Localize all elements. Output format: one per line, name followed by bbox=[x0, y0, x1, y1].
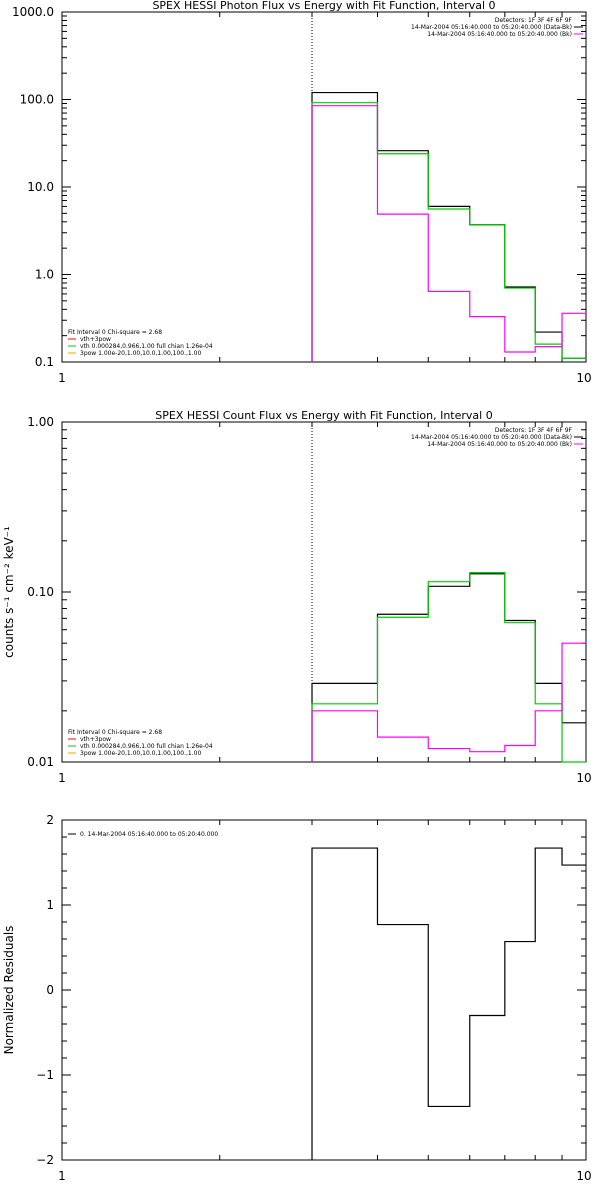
series-2 bbox=[311, 642, 586, 762]
y-tick-label: 0.10 bbox=[27, 585, 54, 599]
y-axis-label: counts s⁻¹ cm⁻² keV⁻¹ bbox=[2, 526, 16, 658]
chart-0: SPEX HESSI Photon Flux vs Energy with Fi… bbox=[12, 0, 592, 385]
legend-right-line: Detectors: 1F 3F 4F 6F 9F bbox=[495, 427, 573, 434]
legend-entry: 3pow 1.00e-20,1.00,10.0,1.00,100.,1.00 bbox=[80, 350, 201, 357]
y-tick-label: −1 bbox=[36, 1068, 54, 1082]
series-1 bbox=[311, 572, 586, 763]
legend-entry: vth 0.000284,0.966,1.00 full chian 1.26e… bbox=[80, 343, 213, 350]
series-0 bbox=[311, 573, 586, 762]
legend-entry: vth+3pow bbox=[80, 736, 111, 743]
x-tick-label: 10 bbox=[576, 1169, 591, 1183]
legend-right-line: 14-Mar-2004 05:16:40.000 to 05:20:40.000… bbox=[427, 31, 572, 38]
series-line bbox=[311, 102, 586, 362]
legend-right-line: 14-Mar-2004 05:16:40.000 to 05:20:40.000… bbox=[411, 434, 572, 441]
series-1 bbox=[311, 102, 586, 362]
series-0 bbox=[311, 847, 586, 1160]
legend-header: Fit Interval 0 Chi-square = 2.68 bbox=[68, 729, 162, 736]
series-0 bbox=[311, 91, 586, 362]
y-tick-label: 1.00 bbox=[27, 415, 54, 429]
y-axis-label: Normalized Residuals bbox=[2, 926, 16, 1055]
series-line bbox=[311, 847, 586, 1160]
series-line bbox=[311, 91, 586, 362]
x-tick-label: 1 bbox=[58, 1169, 66, 1183]
y-tick-label: 100.0 bbox=[20, 93, 54, 107]
series-2 bbox=[311, 105, 586, 362]
chart-title: SPEX HESSI Photon Flux vs Energy with Fi… bbox=[152, 0, 495, 12]
plot-frame bbox=[61, 11, 587, 363]
legend-right-line: Detectors: 1F 3F 4F 6F 9F bbox=[495, 17, 573, 24]
legend-entry: vth+3pow bbox=[80, 336, 111, 343]
series-line bbox=[311, 573, 586, 762]
plot-frame bbox=[61, 819, 587, 1161]
x-tick-label: 10 bbox=[576, 771, 591, 785]
legend-right-line: 14-Mar-2004 05:16:40.000 to 05:20:40.000… bbox=[427, 441, 572, 448]
legend-entry: 0. 14-Mar-2004 05:16:40.000 to 05:20:40.… bbox=[80, 831, 218, 838]
y-tick-label: 0.1 bbox=[35, 355, 54, 369]
y-tick-label: 0.01 bbox=[27, 755, 54, 769]
series-line bbox=[311, 642, 586, 762]
y-tick-label: 1000.0 bbox=[12, 5, 54, 19]
y-tick-label: 0 bbox=[46, 983, 54, 997]
chart-2: Normalized Residuals 1 10 −2 −1 0 1 2 0. 14-Mar-… bbox=[2, 813, 592, 1183]
y-tick-label: −2 bbox=[36, 1153, 54, 1167]
chart-title: SPEX HESSI Count Flux vs Energy with Fit… bbox=[155, 409, 492, 422]
y-tick-label: 1 bbox=[46, 898, 54, 912]
x-tick-label: 10 bbox=[576, 371, 591, 385]
series-line bbox=[311, 105, 586, 362]
y-tick-label: 10.0 bbox=[27, 180, 54, 194]
legend-entry: vth 0.000284,0.966,1.00 full chian 1.26e… bbox=[80, 743, 213, 750]
x-tick-label: 1 bbox=[58, 771, 66, 785]
legend-right-line: 14-Mar-2004 05:16:40.000 to 05:20:40.000… bbox=[411, 24, 572, 31]
chart-1: SPEX HESSI Count Flux vs Energy with Fit… bbox=[2, 409, 592, 785]
x-tick-label: 1 bbox=[58, 371, 66, 385]
series-line bbox=[311, 572, 586, 763]
legend-entry: 3pow 1.00e-20,1.00,10.0,1.00,100.,1.00 bbox=[80, 750, 201, 757]
y-tick-label: 1.0 bbox=[35, 268, 54, 282]
y-tick-label: 2 bbox=[46, 813, 54, 827]
legend-header: Fit Interval 0 Chi-square = 2.68 bbox=[68, 329, 162, 336]
